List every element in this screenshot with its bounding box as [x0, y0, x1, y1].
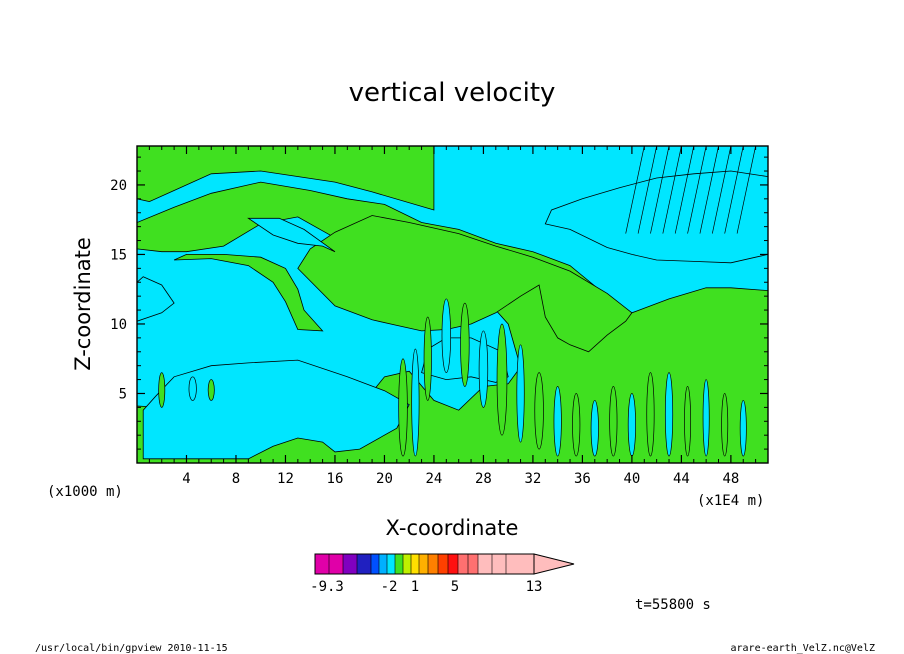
positive-region-3: [173, 253, 324, 332]
colorbar-bin: [448, 554, 458, 574]
y-tick-label: 5: [119, 386, 127, 402]
footer-right: arare-earth_VelZ.nc@VelZ: [731, 643, 876, 654]
colorbar-bin: [371, 554, 379, 574]
streak-22: [207, 379, 215, 401]
x-tick-label: 44: [673, 471, 690, 487]
oblique-streak-9: [736, 146, 756, 234]
streak-9: [553, 386, 562, 457]
x-tick-label: 24: [426, 471, 443, 487]
colorbar-bin: [458, 554, 468, 574]
streak-16: [684, 386, 692, 457]
streak-8: [534, 372, 544, 450]
colorbar-label: -2: [381, 579, 398, 595]
streak-12: [609, 386, 618, 457]
streak-2: [423, 316, 432, 401]
streak-4: [460, 302, 470, 387]
plot-frame: [136, 145, 769, 464]
colorbar-bin: [387, 554, 395, 574]
colorbar-bin: [379, 554, 387, 574]
streak-20: [158, 372, 166, 408]
oblique-streak-4: [674, 146, 695, 234]
y-axis-ticks: 5 10 15 20: [110, 156, 768, 450]
oblique-streak-5: [687, 146, 707, 234]
x-tick-label: 40: [623, 471, 640, 487]
streak-5: [478, 330, 489, 408]
streak-21: [188, 376, 197, 401]
x-tick-label: 8: [232, 471, 240, 487]
x-axis-ticks: 4 8 12 16 20 24 28 32 36 40 44 48: [148, 146, 769, 487]
oblique-streak-8: [724, 146, 744, 234]
colorbar: -9.3 -2 1 5 13: [310, 553, 575, 595]
streak-6: [496, 323, 508, 436]
colorbar-bin: [411, 554, 419, 574]
streak-18: [721, 393, 729, 457]
colorbar-bin: [468, 554, 478, 574]
chart-title: vertical velocity: [349, 78, 556, 108]
oblique-streak-0: [625, 146, 645, 234]
colorbar-bin: [403, 554, 411, 574]
y-axis-label: Z-coordinate: [71, 237, 95, 371]
streak-1: [411, 348, 420, 457]
colorbar-bin: [419, 554, 428, 574]
colorbar-bin: [478, 554, 492, 574]
x-tick-label: 32: [524, 471, 541, 487]
negative-region-4: [137, 276, 175, 322]
y-tick-label: 15: [110, 247, 127, 263]
footer-left: /usr/local/bin/gpview 2010-11-15: [35, 643, 228, 654]
streak-11: [590, 400, 599, 457]
y-tick-label: 20: [110, 178, 127, 194]
x-tick-label: 4: [182, 471, 190, 487]
colorbar-bin: [395, 554, 403, 574]
oblique-streak-1: [637, 146, 657, 234]
colorbar-bin: [492, 554, 506, 574]
colorbar-bin: [438, 554, 448, 574]
plot-border: [136, 145, 769, 464]
negative-region-2: [544, 170, 768, 264]
streak-19: [739, 400, 747, 457]
streak-7: [516, 344, 525, 443]
colorbar-extend-arrow: [533, 553, 575, 575]
oblique-streak-7: [711, 146, 732, 234]
time-label: t=55800 s: [635, 597, 711, 613]
streak-15: [664, 372, 674, 457]
y-tick-label: 10: [110, 317, 127, 333]
colorbar-label: 5: [451, 579, 459, 595]
x-tick-label: 16: [327, 471, 344, 487]
colorbar-bin: [315, 554, 329, 574]
colorbar-bin: [506, 554, 534, 574]
x-axis-label: X-coordinate: [386, 516, 519, 540]
colorbar-label: 13: [526, 579, 543, 595]
colorbar-label: -9.3: [310, 579, 344, 595]
plot-area: [137, 146, 768, 463]
x-tick-label: 48: [722, 471, 739, 487]
colorbar-bin: [357, 554, 371, 574]
streak-3: [441, 298, 451, 373]
streak-17: [702, 379, 710, 457]
x-unit-right: (x1E4 m): [697, 493, 764, 509]
x-tick-label: 36: [574, 471, 591, 487]
streak-13: [627, 393, 636, 457]
colorbar-bin: [343, 554, 357, 574]
oblique-streak-6: [699, 146, 719, 234]
streak-14: [646, 372, 655, 457]
colorbar-bin: [428, 554, 438, 574]
streak-0: [398, 358, 408, 457]
colorbar-bin: [329, 554, 343, 574]
x-unit-left: (x1000 m): [47, 484, 123, 500]
streak-10: [572, 393, 581, 457]
oblique-streak-3: [662, 146, 682, 234]
positive-region-0: [137, 146, 435, 211]
negative-region-1: [247, 217, 336, 253]
colorbar-label: 1: [411, 579, 419, 595]
x-tick-label: 20: [376, 471, 393, 487]
oblique-streak-2: [650, 146, 670, 234]
x-tick-label: 12: [277, 471, 294, 487]
x-tick-label: 28: [475, 471, 492, 487]
